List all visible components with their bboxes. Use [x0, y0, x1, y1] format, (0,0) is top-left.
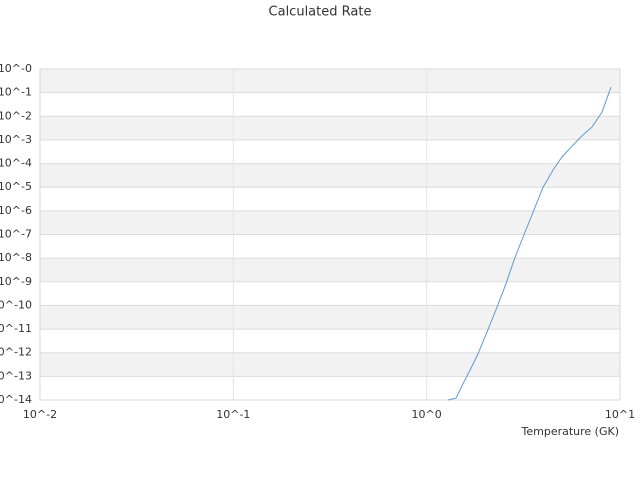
grid-band [40, 305, 620, 330]
grid-band [40, 258, 620, 282]
y-tick-label: 10^-5 [0, 180, 32, 193]
y-tick-label: 10^-6 [0, 204, 32, 217]
data-line [447, 87, 612, 401]
y-tick-label: 10^-12 [0, 346, 32, 359]
chart-title: Calculated Rate [269, 5, 372, 20]
y-tick-label: 10^-2 [0, 109, 32, 122]
grid-band [40, 116, 620, 140]
grid-band [40, 69, 620, 93]
x-tick-label: 10^-1 [216, 408, 250, 421]
y-tick-label: 10^-1 [0, 86, 32, 99]
y-tick-label: 10^-14 [0, 393, 32, 406]
grid [39, 68, 621, 401]
grid-band [40, 210, 620, 235]
plot-border [39, 68, 621, 401]
y-tick-label: 10^-10 [0, 298, 32, 311]
grid-band [40, 352, 620, 377]
y-tick-label: 10^-7 [0, 228, 32, 241]
y-tick-label: 10^-0 [0, 62, 32, 75]
x-tick-label: 10^1 [605, 408, 635, 421]
y-tick-label: 10^-13 [0, 369, 32, 382]
grid-band [40, 163, 620, 188]
x-tick-label: 10^-2 [23, 408, 57, 421]
x-tick-label: 10^0 [412, 408, 442, 421]
y-tick-label: 10^-11 [0, 322, 32, 335]
y-tick-label: 10^-8 [0, 251, 32, 264]
y-tick-label: 10^-4 [0, 157, 32, 170]
y-tick-label: 10^-9 [0, 275, 32, 288]
y-tick-label: 10^-3 [0, 133, 32, 146]
x-axis-label: Temperature (GK) [521, 425, 620, 438]
